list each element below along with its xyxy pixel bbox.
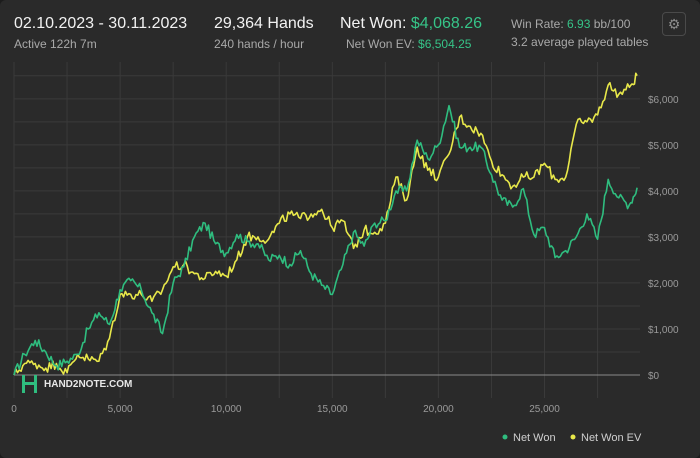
y-tick-label: $6,000 bbox=[648, 95, 679, 106]
net-won-ev: Net Won EV: $6,504.25 bbox=[346, 37, 471, 51]
x-tick-label: 25,000 bbox=[529, 404, 560, 415]
x-tick-label: 10,000 bbox=[211, 404, 242, 415]
active-time: Active 122h 7m bbox=[14, 37, 97, 51]
net-won-ev-label: Net Won EV: bbox=[346, 37, 415, 51]
y-tick-label: $3,000 bbox=[648, 233, 679, 244]
logo-text: HAND2NOTE.COM bbox=[44, 379, 132, 390]
x-tick-label: 0 bbox=[11, 404, 17, 415]
y-tick-label: $1,000 bbox=[648, 325, 679, 336]
net-won-value: $4,068.26 bbox=[410, 15, 483, 32]
x-tick-label: 20,000 bbox=[423, 404, 454, 415]
hands-count: 29,364 Hands bbox=[214, 15, 314, 32]
net-won-ev-line bbox=[13, 72, 638, 376]
hand2note-logo-icon bbox=[22, 375, 37, 393]
date-range: 02.10.2023 - 30.11.2023 bbox=[14, 15, 188, 32]
win-rate-label: Win Rate: bbox=[511, 17, 564, 31]
win-rate: Win Rate: 6.93 bb/100 bbox=[511, 17, 630, 31]
net-won-label: Net Won: bbox=[340, 15, 407, 32]
y-tick-label: $0 bbox=[648, 371, 660, 382]
legend-label-net-won: Net Won bbox=[513, 432, 556, 444]
legend-swatch-net-won bbox=[502, 434, 508, 440]
win-rate-value: 6.93 bbox=[567, 17, 591, 31]
net-won: Net Won: $4,068.26 bbox=[340, 15, 482, 33]
y-tick-label: $5,000 bbox=[648, 141, 679, 152]
x-tick-label: 5,000 bbox=[108, 404, 133, 415]
gear-icon[interactable]: ⚙ bbox=[662, 12, 686, 36]
legend-label-net-won-ev: Net Won EV bbox=[581, 432, 642, 444]
average-tables: 3.2 average played tables bbox=[511, 35, 649, 49]
win-rate-unit: bb/100 bbox=[593, 17, 631, 31]
y-tick-label: $2,000 bbox=[648, 279, 679, 290]
net-won-ev-value: $6,504.25 bbox=[418, 37, 472, 51]
y-tick-label: $4,000 bbox=[648, 187, 679, 198]
net-won-line bbox=[13, 104, 638, 376]
hands-per-hour: 240 hands / hour bbox=[214, 37, 305, 51]
x-tick-label: 15,000 bbox=[317, 404, 348, 415]
legend-swatch-net-won-ev bbox=[570, 434, 576, 440]
